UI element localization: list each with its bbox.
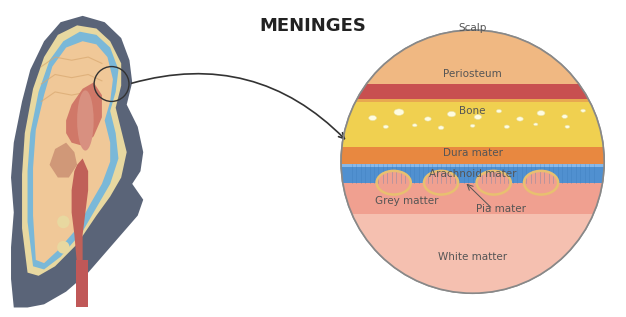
Polygon shape [84, 260, 85, 307]
Ellipse shape [369, 115, 377, 120]
Bar [336, 30, 609, 84]
Polygon shape [22, 25, 126, 276]
Ellipse shape [448, 111, 456, 117]
Ellipse shape [581, 109, 585, 112]
Bar [336, 183, 609, 293]
Polygon shape [76, 260, 78, 307]
Ellipse shape [524, 171, 558, 195]
Ellipse shape [57, 216, 69, 228]
Text: Periosteum: Periosteum [443, 69, 502, 80]
Ellipse shape [77, 90, 94, 151]
Polygon shape [49, 143, 77, 178]
Ellipse shape [476, 171, 511, 195]
Text: White matter: White matter [438, 252, 507, 262]
Bar [336, 99, 609, 147]
Bar [336, 147, 609, 164]
Bar [336, 214, 609, 293]
Ellipse shape [516, 117, 523, 121]
Polygon shape [76, 260, 88, 307]
Ellipse shape [424, 171, 458, 195]
Ellipse shape [424, 117, 431, 121]
Bar [336, 164, 609, 167]
Ellipse shape [377, 171, 411, 195]
Ellipse shape [470, 124, 475, 127]
Polygon shape [11, 16, 143, 307]
Ellipse shape [413, 124, 417, 127]
Polygon shape [82, 260, 83, 307]
Text: Grey matter: Grey matter [375, 196, 439, 206]
Text: Arachnoid mater: Arachnoid mater [429, 169, 516, 179]
Polygon shape [28, 32, 118, 269]
Ellipse shape [534, 123, 538, 126]
Circle shape [341, 30, 604, 293]
Text: Dura mater: Dura mater [443, 148, 503, 158]
Ellipse shape [565, 125, 570, 128]
Polygon shape [66, 82, 102, 146]
Bar [336, 84, 609, 99]
Text: Pia mater: Pia mater [476, 204, 526, 214]
Ellipse shape [57, 241, 69, 254]
Polygon shape [71, 158, 88, 266]
Ellipse shape [438, 126, 444, 130]
Ellipse shape [562, 115, 568, 119]
Bar [336, 99, 609, 102]
Text: Scalp: Scalp [458, 23, 487, 33]
Ellipse shape [504, 125, 510, 128]
Ellipse shape [496, 109, 501, 113]
Ellipse shape [383, 125, 389, 128]
Polygon shape [33, 41, 113, 263]
Ellipse shape [394, 109, 404, 115]
Ellipse shape [537, 111, 545, 116]
Text: Bone: Bone [459, 106, 486, 116]
Polygon shape [78, 260, 80, 307]
Bar [336, 164, 609, 183]
Ellipse shape [475, 115, 481, 120]
Text: MENINGES: MENINGES [260, 17, 366, 36]
